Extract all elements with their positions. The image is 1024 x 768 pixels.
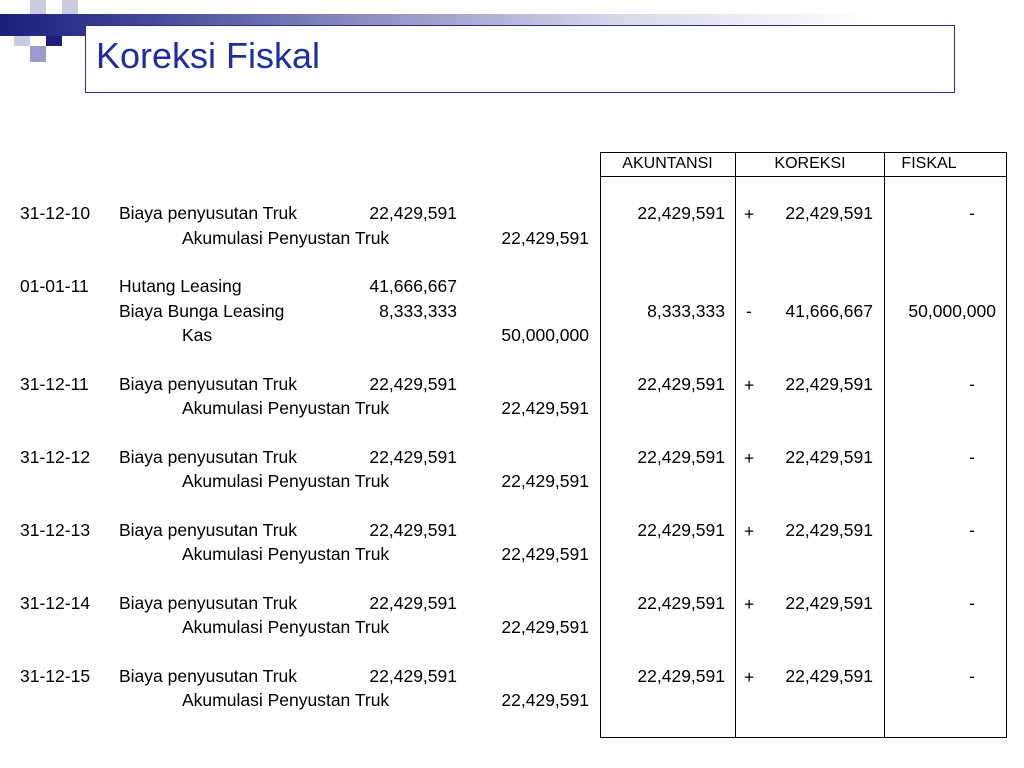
- header-fiskal: FISKAL: [901, 155, 957, 172]
- koreksi-value: 22,429,591: [785, 374, 873, 394]
- koreksi-value: 22,429,591: [785, 666, 873, 686]
- entry-date: 31-12-13: [20, 520, 91, 540]
- credit-account: Kas: [182, 325, 213, 345]
- koreksi-sign: -: [746, 301, 752, 321]
- fiskal-value: -: [969, 666, 975, 686]
- credit-account: Akumulasi Penyustan Truk: [182, 544, 390, 564]
- credit-amount: 22,429,591: [501, 617, 589, 637]
- table-frame: [600, 152, 1007, 738]
- header-divider: [600, 176, 1007, 177]
- entry-date: 31-12-14: [20, 593, 91, 613]
- koreksi-sign: +: [744, 204, 755, 224]
- debit-account: Biaya penyusutan Truk: [119, 520, 298, 540]
- entry-date: 01-01-11: [20, 276, 89, 296]
- debit-amount: 22,429,591: [369, 593, 457, 613]
- credit-amount: 50,000,000: [501, 325, 589, 345]
- fiskal-value: -: [969, 374, 975, 394]
- column-divider: [884, 152, 885, 738]
- header-koreksi: KOREKSI: [774, 155, 846, 172]
- koreksi-value: 22,429,591: [785, 593, 873, 613]
- akuntansi-value: 22,429,591: [637, 666, 725, 686]
- page-title: Koreksi Fiskal: [96, 35, 321, 76]
- akuntansi-value: 22,429,591: [637, 593, 725, 613]
- credit-account: Akumulasi Penyustan Truk: [182, 617, 390, 637]
- koreksi-value: 22,429,591: [785, 447, 873, 467]
- akuntansi-value: 22,429,591: [637, 520, 725, 540]
- decor-square: [30, 46, 46, 62]
- akuntansi-value: 22,429,591: [637, 203, 725, 223]
- fiskal-value: -: [969, 520, 975, 540]
- credit-account: Akumulasi Penyustan Truk: [182, 471, 390, 491]
- credit-account: Akumulasi Penyustan Truk: [182, 228, 390, 248]
- header-akuntansi: AKUNTANSI: [622, 155, 713, 172]
- debit-amount: 22,429,591: [369, 374, 457, 394]
- koreksi-sign: +: [744, 521, 755, 541]
- entry-date: 31-12-11: [20, 374, 89, 394]
- debit-amount: 22,429,591: [369, 203, 457, 223]
- debit-amount: 22,429,591: [369, 520, 457, 540]
- debit-account: Hutang Leasing: [119, 276, 242, 296]
- koreksi-value: 22,429,591: [785, 203, 873, 223]
- entry-date: 31-12-15: [20, 666, 91, 686]
- koreksi-sign: +: [744, 594, 755, 614]
- koreksi-value: 22,429,591: [785, 520, 873, 540]
- debit-amount: 41,666,667: [369, 276, 457, 296]
- koreksi-sign: +: [744, 448, 755, 468]
- akuntansi-value: 8,333,333: [647, 301, 725, 321]
- koreksi-sign: +: [744, 375, 755, 395]
- credit-amount: 22,429,591: [501, 398, 589, 418]
- entry-date: 31-12-12: [20, 447, 91, 467]
- fiskal-value: -: [969, 593, 975, 613]
- fiskal-value: -: [969, 203, 975, 223]
- title-box: Koreksi Fiskal: [85, 25, 955, 93]
- akuntansi-value: 22,429,591: [637, 374, 725, 394]
- entry-date: 31-12-10: [20, 203, 91, 223]
- debit-amount: 22,429,591: [369, 666, 457, 686]
- debit-amount: 8,333,333: [379, 301, 457, 321]
- debit-account: Biaya Bunga Leasing: [119, 301, 285, 321]
- credit-amount: 22,429,591: [501, 471, 589, 491]
- koreksi-value: 41,666,667: [785, 301, 873, 321]
- credit-account: Akumulasi Penyustan Truk: [182, 398, 390, 418]
- debit-account: Biaya penyusutan Truk: [119, 374, 298, 394]
- column-divider: [735, 152, 736, 738]
- fiskal-value: -: [969, 447, 975, 467]
- koreksi-sign: +: [744, 667, 755, 687]
- decor-square: [30, 0, 46, 16]
- credit-amount: 22,429,591: [501, 690, 589, 710]
- debit-account: Biaya penyusutan Truk: [119, 593, 298, 613]
- debit-amount: 22,429,591: [369, 447, 457, 467]
- decor-square: [62, 0, 78, 16]
- akuntansi-value: 22,429,591: [637, 447, 725, 467]
- debit-account: Biaya penyusutan Truk: [119, 447, 298, 467]
- debit-account: Biaya penyusutan Truk: [119, 666, 298, 686]
- credit-account: Akumulasi Penyustan Truk: [182, 690, 390, 710]
- fiskal-value: 50,000,000: [908, 301, 996, 321]
- credit-amount: 22,429,591: [501, 228, 589, 248]
- debit-account: Biaya penyusutan Truk: [119, 203, 298, 223]
- credit-amount: 22,429,591: [501, 544, 589, 564]
